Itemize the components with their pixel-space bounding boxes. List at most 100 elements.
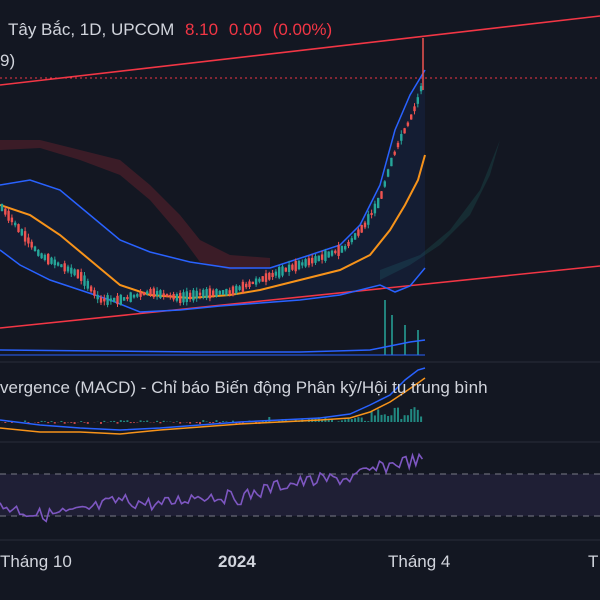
macd-histogram-bar (129, 422, 132, 424)
candle-body (347, 241, 350, 247)
symbol-legend[interactable]: Tây Bắc, 1D, UPCOM 8.10 0.00 (0.00%) (8, 20, 338, 40)
macd-histogram-bar (416, 409, 419, 422)
candle-body (89, 286, 93, 292)
candle-body (60, 264, 63, 268)
ichimoku-cloud-green (380, 140, 500, 280)
candle-body (291, 264, 294, 270)
bollinger-lower (0, 249, 426, 313)
candle-body (245, 283, 248, 288)
macd-histogram-bar (284, 418, 287, 422)
candle-body (103, 298, 106, 302)
macd-histogram-bar (360, 417, 363, 422)
candle-body (10, 217, 14, 223)
candle-body (96, 294, 99, 300)
candle-body (33, 246, 37, 252)
candle-body (27, 237, 30, 244)
macd-histogram-bar (337, 421, 340, 422)
macd-histogram-bar (50, 421, 53, 422)
candle-body (248, 281, 251, 288)
candle-body (261, 276, 264, 282)
candle-body (99, 297, 103, 303)
macd-histogram-bar (380, 414, 383, 422)
macd-histogram-bar (367, 421, 370, 422)
candle-body (179, 292, 182, 304)
candle-body (146, 291, 149, 295)
macd-histogram-bar (53, 422, 56, 424)
candle-body (83, 275, 86, 286)
candle-body (320, 254, 324, 260)
macd-histogram-bar (331, 418, 333, 422)
macd-histogram-bar (344, 419, 347, 422)
candle-body (76, 269, 80, 279)
candle-body (301, 262, 304, 266)
candle-body (406, 122, 410, 126)
candle-body (73, 269, 76, 276)
candle-body (0, 203, 4, 212)
candle-body (330, 250, 334, 256)
candle-body (314, 256, 317, 263)
macd-histogram-bar (37, 422, 40, 424)
macd-histogram-bar (24, 420, 27, 422)
candle-body (278, 267, 281, 278)
indicator-params: 9) (0, 51, 16, 70)
candle-body (241, 281, 245, 292)
candle-body (40, 253, 43, 259)
candle-body (281, 266, 284, 276)
macd-histogram-bar (179, 422, 182, 424)
macd-histogram-bar (60, 420, 63, 422)
macd-histogram-bar (413, 407, 416, 422)
candle-body (215, 288, 218, 297)
candle-body (297, 260, 301, 270)
macd-legend[interactable]: vergence (MACD) - Chỉ báo Biến động Phân… (0, 378, 494, 398)
macd-histogram-bar (208, 422, 211, 424)
candle-body (162, 293, 165, 297)
macd-histogram-bar (195, 422, 198, 424)
candle-body (20, 229, 23, 236)
candle-body (136, 294, 139, 297)
candle-body (221, 290, 225, 295)
macd-histogram-bar (43, 421, 46, 422)
candle-body (14, 222, 17, 226)
candle-body (377, 197, 380, 209)
macd-histogram-bar (406, 415, 409, 422)
candle-body (340, 245, 344, 253)
bollinger-fill (0, 70, 425, 312)
candle-body (235, 285, 238, 294)
macd-histogram-bar (327, 418, 330, 422)
candle-body (129, 292, 132, 302)
macd-histogram-bar (218, 422, 221, 424)
candle-body (393, 151, 396, 155)
macd-histogram-bar (400, 418, 403, 422)
macd-histogram-bar (268, 417, 271, 422)
trendline-lower (0, 265, 600, 329)
candle-body (307, 258, 311, 266)
candle-body (251, 281, 254, 285)
candle-body (80, 272, 83, 281)
candle-body (380, 191, 383, 199)
indicator-legend[interactable]: 9) (0, 51, 21, 71)
candle-body (70, 267, 73, 274)
macd-histogram-bar (109, 421, 112, 422)
candle-body (403, 128, 406, 134)
macd-histogram-bar (123, 420, 126, 422)
candle-body (63, 263, 66, 272)
macd-histogram-bar (113, 420, 116, 422)
candle-body (357, 229, 360, 236)
candle-body (56, 262, 60, 266)
candle-body (317, 255, 320, 262)
macd-histogram-bar (63, 422, 66, 424)
macd-histogram-bar (73, 422, 76, 424)
candle-body (208, 288, 212, 299)
candle-body (287, 264, 291, 273)
macd-signal (0, 377, 426, 435)
macd-histogram-bar (364, 420, 366, 422)
candle-body (169, 294, 172, 298)
macd-histogram-bar (116, 422, 119, 424)
macd-histogram-bar (139, 420, 142, 422)
macd-histogram-bar (410, 409, 413, 422)
candle-body (155, 290, 159, 296)
candle-body (350, 238, 353, 243)
time-label-oct: Tháng 10 (0, 552, 72, 571)
candle-body (337, 245, 340, 256)
